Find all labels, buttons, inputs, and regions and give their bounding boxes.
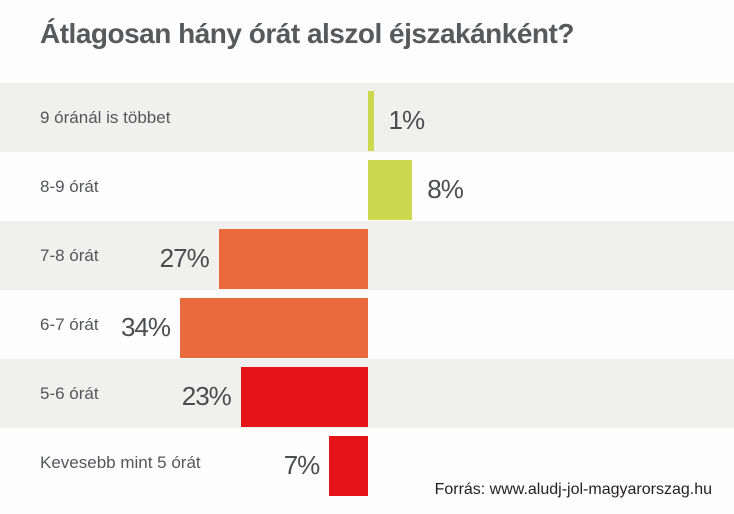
value-label: 8% [427,174,464,204]
value-label: 7% [283,450,321,480]
chart-row: 6-7 órát 34% [0,290,734,359]
bar-segment [240,367,368,427]
page-title: Átlagosan hány órát alszol éjszakánként? [40,18,574,49]
value-label: 23% [181,381,232,411]
chart-row: 9 óránál is többet 1% [0,83,734,152]
category-label: Kevesebb mint 5 órát [40,453,201,472]
value-label: 34% [120,312,171,342]
source-credit: Forrás: www.aludj-jol-magyarorszag.hu [434,481,712,498]
value-label: 27% [159,243,210,273]
bar-segment [368,91,374,151]
chart-row: 7-8 órát 27% [0,221,734,290]
bar-segment [329,436,368,496]
bar-chart: 9 óránál is többet 1% 8-9 órát 8% 7-8 órát 27… [0,83,734,497]
category-label: 6-7 órát [40,315,99,334]
chart-row: 8-9 órát 8% [0,152,734,221]
bar-segment [218,229,368,289]
bar-segment [368,160,413,220]
chart-row: Kevesebb mint 5 órát 7% [0,428,734,497]
category-label: 8-9 órát [40,177,99,196]
category-label: 5-6 órát [40,384,99,403]
chart-row: 5-6 órát 23% [0,359,734,428]
category-label: 9 óránál is többet [40,108,171,127]
bar-segment [179,298,368,358]
value-label: 1% [388,105,426,135]
category-label: 7-8 órát [40,246,99,265]
